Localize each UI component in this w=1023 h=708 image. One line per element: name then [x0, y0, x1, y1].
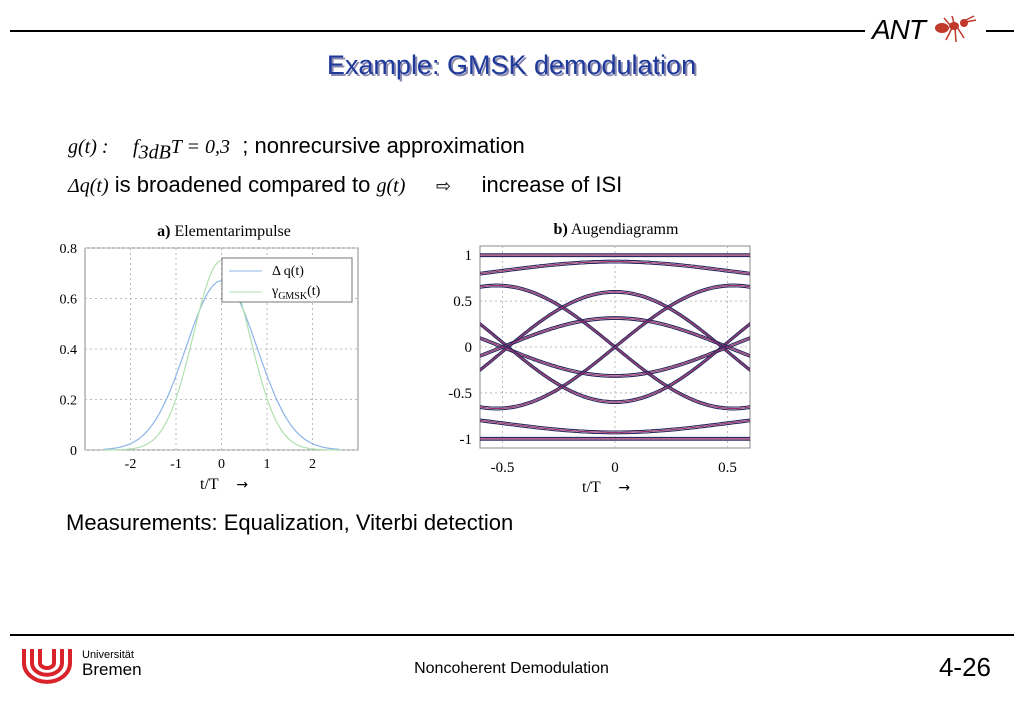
math-sub-3db: 3dB — [138, 141, 171, 164]
chart-b-eye-trace — [479, 324, 751, 405]
line1-text: ; nonrecursive approximation — [242, 133, 525, 158]
chart-b-eye-trace — [479, 338, 751, 378]
legend-t: (t) — [307, 284, 321, 299]
chart-b-ytick-label: -0.5 — [448, 386, 472, 402]
formula-line-2: Δq(t) is broadened compared to g(t) ⇨ in… — [68, 172, 622, 198]
chart-a-ytick-label: 0 — [70, 444, 77, 459]
chart-b-eye-trace — [479, 337, 751, 377]
chart-a: a) Elementarimpulse -2 -1 0 1 2 0 0.2 0.4 0.6 0.8… — [60, 223, 359, 493]
legend-gamma-gmsk: γGMSK(t) — [271, 284, 321, 302]
math-g-of-t: g(t) : — [68, 136, 109, 158]
chart-b-title-bold: b) — [554, 221, 568, 238]
footer-rule — [10, 634, 1014, 636]
chart-a-xlabel-text: t/T — [200, 476, 219, 493]
chart-a-xtick-label: 1 — [264, 457, 271, 472]
chart-b-xtick-label: 0 — [611, 460, 619, 476]
chart-b-eye-trace — [479, 286, 751, 411]
chart-b-eye-trace — [479, 322, 751, 402]
chart-b-ticks: -0.5 0 0.5 1 0.5 0 -0.5 -1 — [448, 248, 737, 476]
chart-b-ytick-label: 1 — [465, 248, 473, 264]
chart-b-eye-trace — [479, 316, 751, 356]
legend-delta-q: Δ q(t) — [272, 264, 304, 279]
line2-text-end: increase of ISI — [481, 172, 623, 197]
chart-a-ytick-label: 0.8 — [60, 242, 78, 257]
ant-icon — [935, 15, 977, 43]
chart-b-arrow-icon: → — [618, 480, 630, 496]
chart-b-xlabel: t/T → — [582, 479, 630, 496]
math-f: f — [133, 136, 139, 158]
chart-b-eye-trace — [479, 336, 751, 376]
chart-a-title-text: Elementarimpulse — [174, 223, 290, 240]
ant-logo: ANT — [870, 12, 982, 48]
chart-b-xtick-label: 0.5 — [718, 460, 737, 476]
chart-a-arrow-icon: → — [236, 477, 248, 493]
legend-gamma: γ — [271, 284, 278, 299]
chart-b-ytick-label: 0 — [465, 340, 473, 356]
chart-a-xtick-label: 0 — [218, 457, 225, 472]
chart-b-eye-trace — [479, 323, 751, 403]
university-logo-icon — [22, 649, 72, 684]
footer-title: Noncoherent Demodulation — [414, 660, 609, 677]
chart-a-title-bold: a) — [157, 223, 170, 240]
chart-a-legend: Δ q(t) γGMSK(t) — [221, 257, 353, 303]
chart-b-xtick-label: -0.5 — [491, 460, 515, 476]
chart-b-eye-trace — [479, 292, 751, 372]
formula-line-1: g(t) : f3dBT = 0,3 ; nonrecursive approx… — [68, 133, 525, 164]
chart-a-grid — [85, 247, 358, 451]
university-label-small: Universität — [82, 649, 134, 661]
chart-b-eye-trace — [479, 317, 751, 357]
chart-a-title: a) Elementarimpulse — [157, 223, 291, 240]
legend-gmsk-sub: GMSK — [278, 291, 308, 302]
chart-b-eye-trace — [479, 262, 751, 276]
chart-b-eye-trace — [479, 419, 751, 433]
chart-b-eye-trace — [479, 418, 751, 432]
chart-b-eye-trace — [479, 284, 751, 410]
chart-b-eye-trace — [479, 261, 751, 275]
chart-b-eye-trace — [479, 259, 751, 273]
chart-a-xtick-label: 2 — [309, 457, 316, 472]
chart-b-title: b) Augendiagramm — [554, 221, 679, 238]
header-rule-left — [10, 30, 865, 32]
chart-b-eye-trace — [479, 318, 751, 358]
chart-b: b) Augendiagramm -0.5 0 0.5 1 0.5 0 -0.5 -1 t/T… — [448, 221, 751, 496]
chart-a-ytick-label: 0.4 — [60, 343, 78, 358]
math-delta-q: Δq(t) — [68, 175, 109, 197]
chart-b-ytick-label: 0.5 — [453, 294, 472, 310]
chart-a-ytick-label: 0.2 — [60, 394, 78, 409]
measurements-text: Measurements: Equalization, Viterbi dete… — [66, 510, 514, 535]
line2-text-mid: is broadened compared to — [114, 172, 371, 197]
chart-b-curves — [479, 253, 751, 441]
chart-b-eye-trace — [479, 291, 751, 371]
chart-b-ytick-label: -1 — [460, 432, 473, 448]
chart-a-xtick-label: -1 — [170, 457, 182, 472]
implies-arrow-icon: ⇨ — [435, 176, 452, 197]
chart-b-eye-trace — [479, 283, 751, 408]
math-rest: T = 0,3 — [170, 136, 231, 158]
math-g-of-t-2: g(t) — [376, 175, 406, 197]
chart-a-xtick-label: -2 — [125, 457, 137, 472]
header-rule-right — [986, 30, 1014, 32]
chart-b-eye-trace — [479, 421, 751, 435]
ant-logo-text: ANT — [872, 14, 926, 45]
chart-a-ticks: -2 -1 0 1 2 0 0.2 0.4 0.6 0.8 — [60, 242, 317, 472]
chart-a-xlabel: t/T → — [200, 476, 248, 493]
page-title: Example: GMSK demodulation — [326, 50, 697, 80]
page-number: 4-26 — [938, 652, 991, 682]
chart-b-eye-trace — [479, 289, 751, 370]
chart-b-title-text: Augendiagramm — [571, 221, 679, 238]
chart-a-ytick-label: 0.6 — [60, 293, 78, 308]
university-label-big: Bremen — [82, 660, 142, 679]
chart-b-xlabel-text: t/T — [582, 479, 601, 496]
